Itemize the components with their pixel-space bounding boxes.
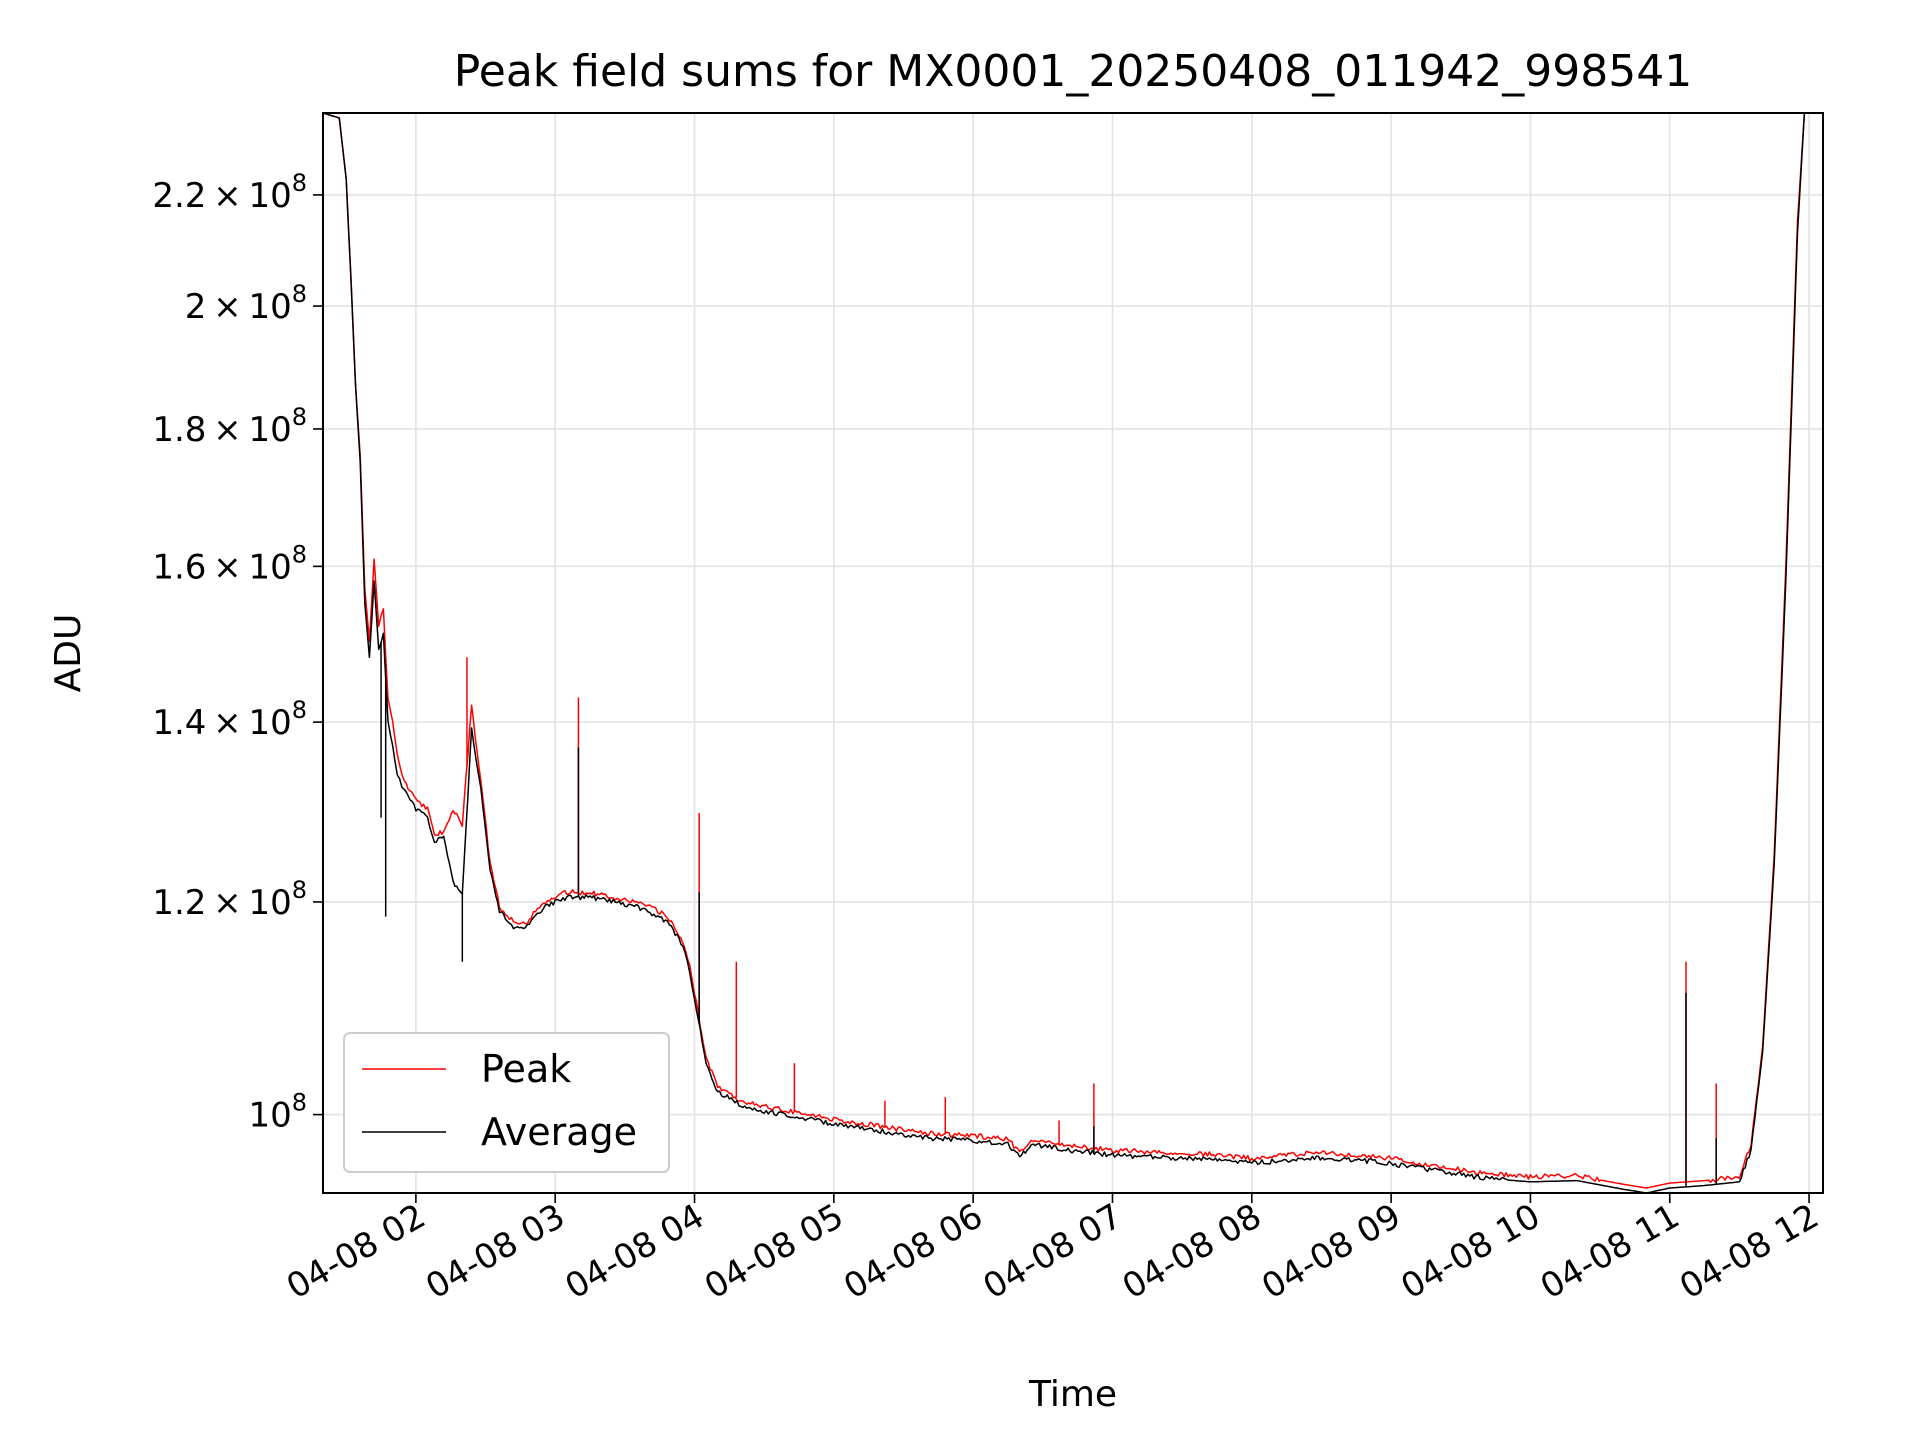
- y-axis-label: ADU: [48, 614, 89, 693]
- x-axis-label: Time: [1028, 1374, 1117, 1415]
- y-tick-label: 1.6 × 108: [152, 540, 307, 587]
- y-tick-label: 2.2 × 108: [152, 169, 307, 216]
- y-tick-label: 1.4 × 108: [152, 696, 307, 743]
- series-line-average: [322, 112, 1806, 1194]
- grid: [323, 113, 1823, 1193]
- y-tick-label: 1.2 × 108: [152, 876, 307, 923]
- legend-label-average: Average: [481, 1110, 637, 1154]
- series-line-peak: [322, 112, 1806, 1189]
- series-layer: [322, 112, 1806, 1194]
- y-tick-label: 1.8 × 108: [152, 403, 307, 450]
- legend-label-peak: Peak: [481, 1047, 571, 1091]
- plot-frame: [322, 112, 1824, 1194]
- legend-box: [343, 1032, 670, 1173]
- y-tick-label: 108: [248, 1089, 307, 1136]
- legend: Peak Average: [343, 1032, 670, 1173]
- y-tick-label: 2 × 108: [185, 280, 307, 327]
- chart-title: Peak field sums for MX0001_20250408_0119…: [454, 46, 1692, 97]
- y-axis: 108 1.2 × 108 1.4 × 108 1.6 × 108 1.8 × 108 2…: [152, 169, 323, 1136]
